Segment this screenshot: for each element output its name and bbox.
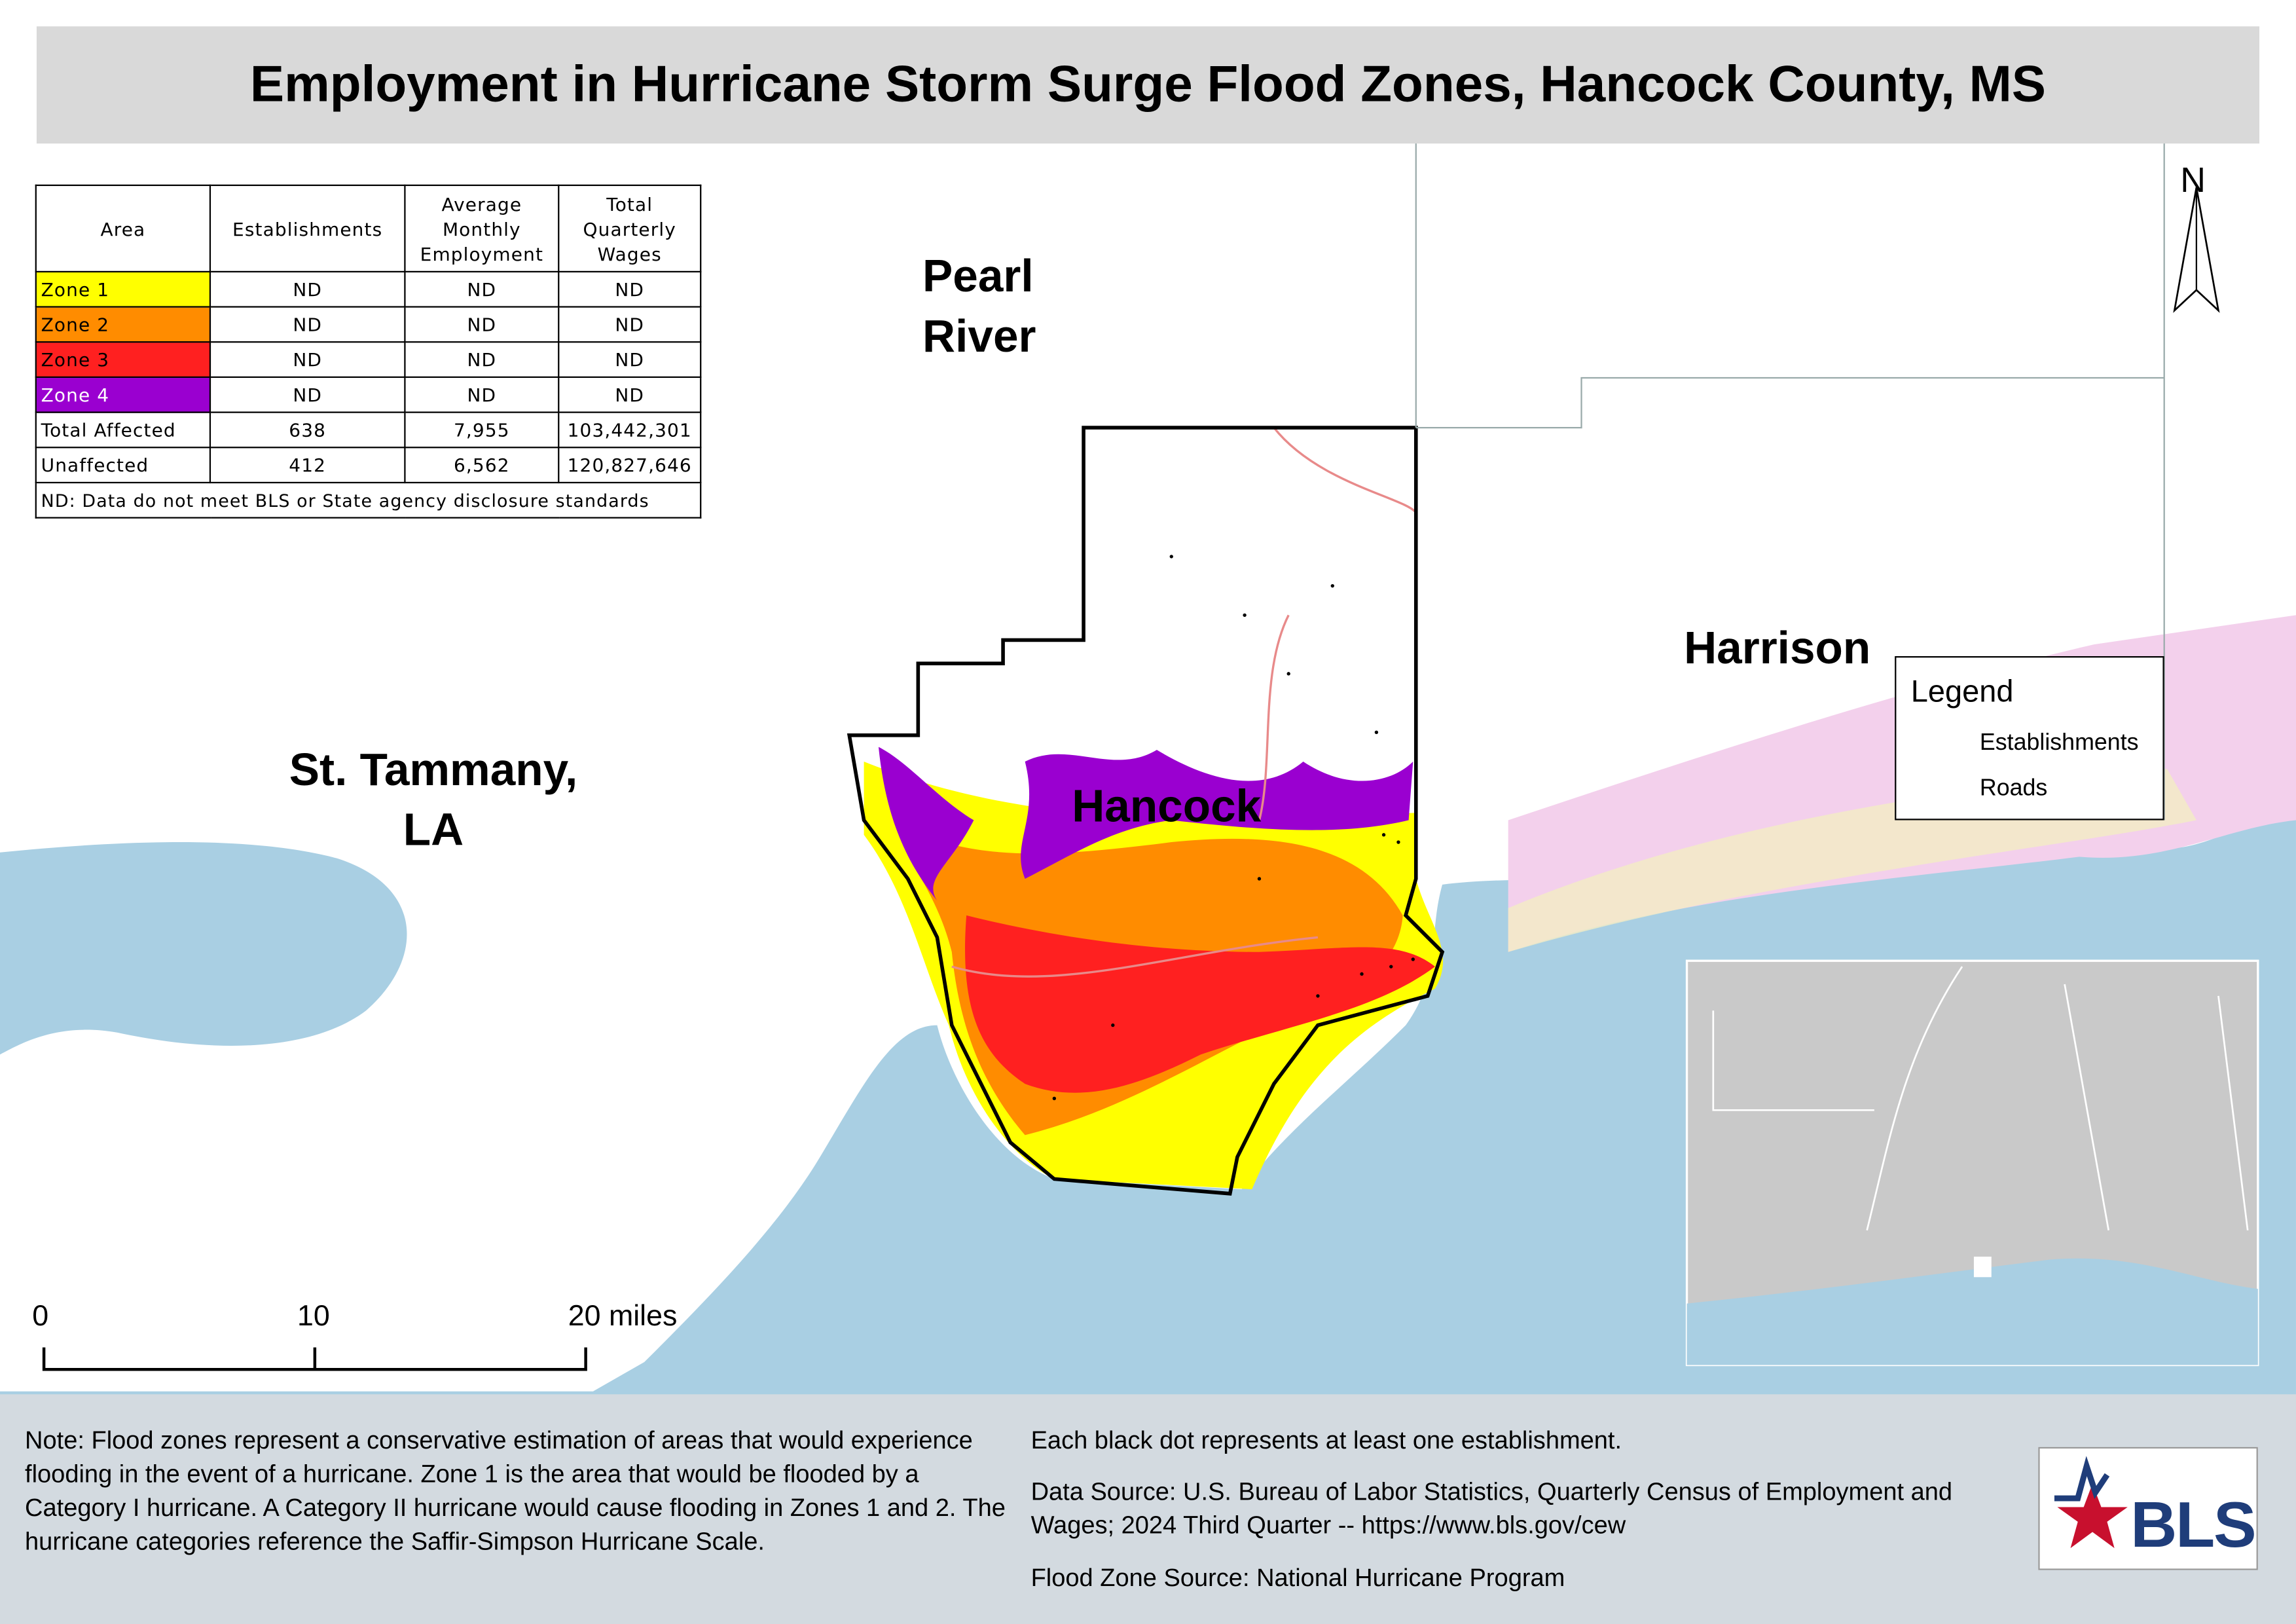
county-lines — [1415, 132, 2165, 821]
note-right: Each black dot represents at least one e… — [1030, 1426, 1622, 1454]
table-cell: 412 — [209, 447, 406, 484]
lake-pontchartrain — [0, 842, 407, 1055]
header-cell: Total Quarterly Wages — [558, 184, 702, 273]
flood-zone-4 — [878, 747, 1413, 901]
inset-water — [1686, 1258, 2258, 1365]
note-right: Data Source: U.S. Bureau of Labor Statis… — [1030, 1477, 1953, 1540]
legend-item: Roads — [1979, 776, 2048, 802]
table-cell: 638 — [209, 411, 406, 449]
north-label: N — [2180, 161, 2206, 201]
note-right: Flood Zone Source: National Hurricane Pr… — [1030, 1564, 1565, 1593]
table-row: Unaffected 412 6,562 120,827,646 — [35, 447, 702, 484]
table-cell: ND — [209, 306, 406, 343]
table-cell: ND — [404, 376, 560, 413]
table-cell: 7,955 — [404, 411, 560, 449]
table-row: Total Affected 638 7,955 103,442,301 — [35, 411, 702, 449]
table-row: Zone 3 ND ND ND — [35, 341, 702, 378]
county-label: St. Tammany, LA — [289, 744, 578, 856]
table-cell: 120,827,646 — [558, 447, 702, 484]
logo-text: BLS — [2130, 1489, 2256, 1562]
notes-panel — [0, 1394, 2296, 1624]
logo-star — [2054, 1456, 2128, 1549]
map-title: Employment in Hurricane Storm Surge Floo… — [36, 26, 2260, 144]
table-cell: ND — [209, 341, 406, 378]
scale-label: 10 — [297, 1301, 330, 1333]
bls-logo: BLS — [2038, 1447, 2258, 1570]
county-label: Hancock — [1072, 781, 1262, 832]
table-cell: ND — [404, 341, 560, 378]
table-cell: ND — [558, 270, 702, 308]
table-footnote-row: ND: Data do not meet BLS or State agency… — [35, 481, 702, 519]
table-cell: Zone 1 — [35, 270, 211, 308]
note-left: Note: Flood zones represent a conservati… — [25, 1426, 1006, 1556]
header-cell: Average Monthly Employment — [404, 184, 560, 273]
roads — [951, 427, 1417, 978]
table-cell: Zone 3 — [35, 341, 211, 378]
table-footnote: ND: Data do not meet BLS or State agency… — [35, 481, 702, 519]
legend-title: Legend — [1910, 675, 2014, 709]
scale-bar — [42, 1347, 587, 1371]
county-label: Harrison — [1684, 622, 1871, 674]
legend: Legend Establishments Roads — [1895, 655, 2164, 821]
header-cell: Establishments — [209, 184, 406, 273]
table-cell: Zone 2 — [35, 306, 211, 343]
hancock-boundary — [847, 426, 1445, 1196]
header-cell: Area — [35, 184, 211, 273]
table-cell: ND — [404, 306, 560, 343]
table-header-row: Area Establishments Average Monthly Employ… — [35, 184, 702, 273]
table-cell: ND — [209, 376, 406, 413]
inset-locator — [1973, 1257, 1992, 1278]
table-cell: ND — [558, 376, 702, 413]
inset-state-lines — [1712, 966, 2249, 1231]
table-cell: ND — [209, 270, 406, 308]
table-cell: ND — [558, 341, 702, 378]
table-row: Zone 2 ND ND ND — [35, 306, 702, 343]
employment-table: Area Establishments Average Monthly Employ… — [35, 184, 702, 519]
table-cell: 6,562 — [404, 447, 560, 484]
table-cell: Unaffected — [35, 447, 211, 484]
table-cell: 103,442,301 — [558, 411, 702, 449]
table-cell: Zone 4 — [35, 376, 211, 413]
table-cell: Total Affected — [35, 411, 211, 449]
establishment-dots — [1052, 555, 1415, 1101]
table-row: Zone 4 ND ND ND — [35, 376, 702, 413]
scale-label: 20 miles — [568, 1301, 678, 1333]
flood-zone-3 — [965, 915, 1435, 1093]
table-cell: ND — [404, 270, 560, 308]
legend-item: Establishments — [1979, 731, 2139, 756]
table-cell: ND — [558, 306, 702, 343]
scale-label: 0 — [32, 1301, 49, 1333]
county-label: Pearl River — [922, 250, 1036, 362]
table-row: Zone 1 ND ND ND — [35, 270, 702, 308]
